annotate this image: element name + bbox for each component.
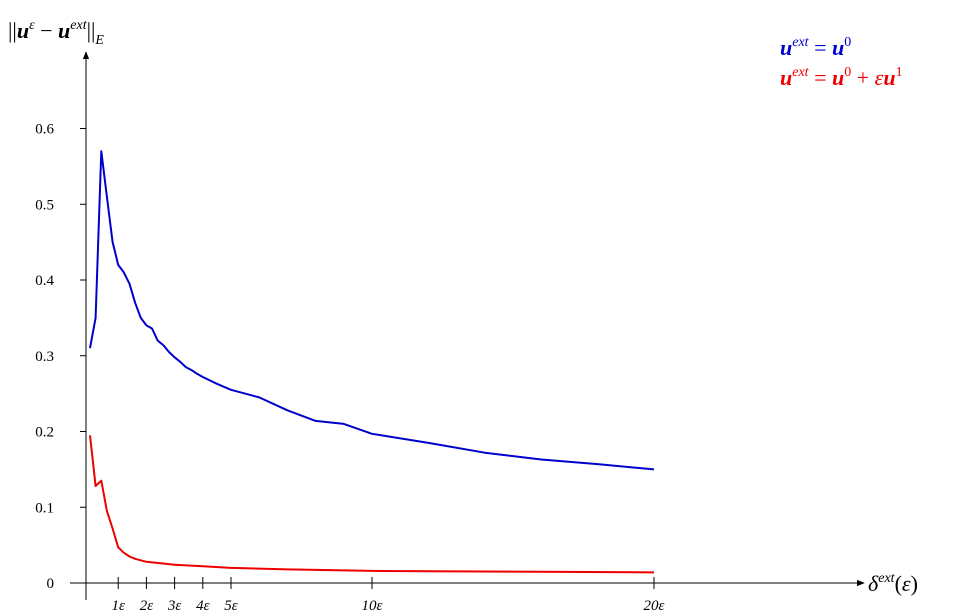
x-tick-label-2: 3ε xyxy=(167,598,182,614)
x-tick-label-1: 2ε xyxy=(140,598,154,614)
x-tick-label-0: 1ε xyxy=(111,598,125,614)
x-tick-label-3: 4ε xyxy=(196,598,210,614)
y-tick-label-1: 0.1 xyxy=(35,500,54,516)
y-tick-label-6: 0.6 xyxy=(35,122,54,138)
y-tick-label-3: 0.3 xyxy=(35,349,54,365)
series-line-1 xyxy=(89,435,655,574)
y-tick-label-4: 0.4 xyxy=(35,273,54,289)
x-axis-label: δext(ε) xyxy=(868,571,918,596)
series-lines xyxy=(89,150,655,574)
legend-entry-1: uext = u0 + εu1 xyxy=(780,65,903,90)
x-tick-label-4: 5ε xyxy=(224,598,238,614)
legend-entry-0: uext = u0 xyxy=(780,35,851,60)
x-tick-label-5: 10ε xyxy=(362,598,383,614)
x-tick-label-6: 20ε xyxy=(644,598,665,614)
y-tick-label-5: 0.5 xyxy=(35,197,54,213)
y-tick-label-0: 0 xyxy=(47,576,55,592)
y-axis-label: ||uε − uext||E xyxy=(8,18,104,48)
x-ticks: 1ε 2ε 3ε 4ε 5ε 10ε 20ε xyxy=(111,577,665,614)
y-tick-label-2: 0.2 xyxy=(35,425,54,441)
series-line-0 xyxy=(89,150,655,471)
y-ticks: 0 0.1 0.2 0.3 0.4 0.5 0.6 xyxy=(35,122,86,592)
